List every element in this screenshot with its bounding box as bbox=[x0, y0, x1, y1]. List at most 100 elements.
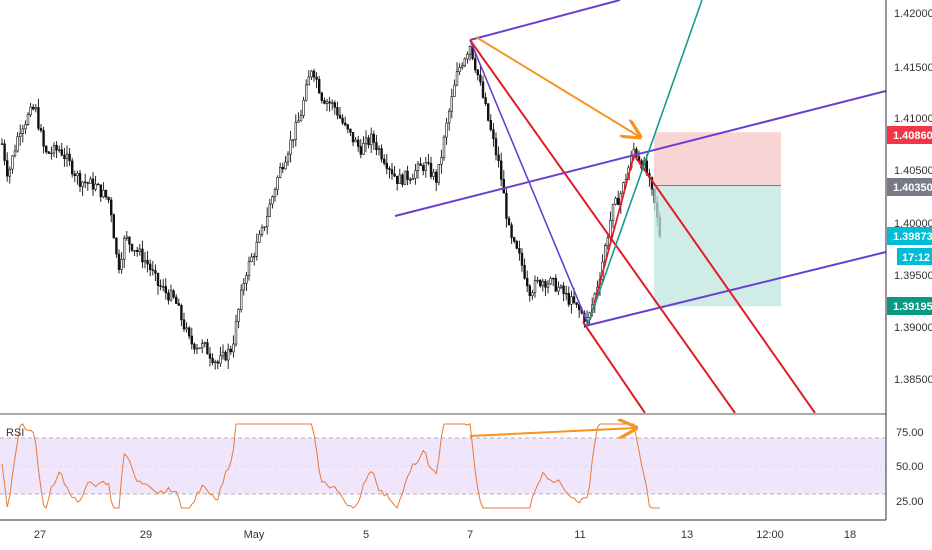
candle-body bbox=[297, 120, 300, 123]
candle-body bbox=[13, 150, 17, 157]
candle-117 bbox=[304, 79, 308, 102]
candle-151 bbox=[393, 166, 396, 178]
candle-body bbox=[55, 145, 58, 151]
candle-body bbox=[395, 175, 399, 184]
price-tick-7: 1.39000 bbox=[894, 322, 932, 334]
candle-body bbox=[567, 292, 571, 305]
candle-body bbox=[559, 285, 563, 288]
price-pane[interactable] bbox=[0, 0, 886, 413]
candle-body bbox=[89, 178, 92, 184]
rsi-pane[interactable]: RSI bbox=[0, 424, 886, 509]
rsi-axis[interactable]: 75.00 50.00 25.00 bbox=[896, 427, 924, 508]
candle-body bbox=[484, 97, 487, 105]
candle-91 bbox=[237, 308, 240, 329]
candle-body bbox=[336, 107, 339, 116]
candle-body bbox=[24, 124, 27, 130]
candle-body bbox=[315, 76, 318, 80]
candle-body bbox=[382, 158, 386, 164]
candle-body bbox=[258, 234, 261, 243]
rsi-divergence-arrow bbox=[469, 428, 636, 436]
candle-body bbox=[247, 261, 251, 277]
time-tick-6: 11 bbox=[574, 529, 585, 541]
price-badge-countdown: 17:12 bbox=[897, 248, 932, 265]
candle-24 bbox=[63, 147, 66, 167]
time-axis[interactable]: 27 29 May 5 7 11 13 12:00 18 bbox=[34, 529, 856, 541]
candle-40 bbox=[104, 189, 108, 200]
candle-3 bbox=[8, 166, 11, 184]
candle-57 bbox=[149, 259, 152, 277]
candle-body bbox=[356, 139, 360, 147]
candle-body bbox=[538, 279, 542, 287]
candle-body bbox=[354, 139, 357, 143]
candle-body bbox=[44, 145, 48, 153]
price-axis[interactable]: 1.42000 1.41500 1.41000 1.40500 1.40000 … bbox=[894, 8, 932, 386]
candle-136 bbox=[354, 136, 357, 143]
candle-42 bbox=[110, 197, 113, 223]
candle-9 bbox=[24, 120, 27, 135]
candle-199 bbox=[518, 240, 521, 261]
candle-body bbox=[130, 243, 134, 251]
candle-82 bbox=[214, 359, 217, 370]
candle-213 bbox=[554, 274, 558, 293]
candle-168 bbox=[437, 164, 440, 186]
candle-body bbox=[151, 269, 154, 271]
candle-203 bbox=[528, 284, 532, 302]
candle-body bbox=[263, 226, 266, 229]
candle-145 bbox=[377, 145, 381, 156]
pitchfork-median-line bbox=[394, 90, 886, 217]
candle-body bbox=[380, 148, 383, 160]
candle-127 bbox=[330, 99, 334, 111]
candle-33 bbox=[86, 181, 90, 191]
candle-body bbox=[164, 286, 167, 294]
candle-108 bbox=[281, 162, 284, 174]
candle-55 bbox=[143, 251, 147, 269]
candle-44 bbox=[115, 237, 118, 258]
candle-body bbox=[616, 197, 620, 206]
candle-body bbox=[156, 272, 160, 286]
candle-93 bbox=[242, 278, 245, 296]
candle-67 bbox=[175, 294, 178, 304]
candle-19 bbox=[50, 146, 53, 160]
candle-body bbox=[453, 84, 456, 97]
candle-body bbox=[177, 303, 180, 306]
candle-body bbox=[268, 203, 271, 217]
candle-body bbox=[81, 181, 84, 187]
candle-183 bbox=[476, 69, 479, 81]
candle-body bbox=[195, 347, 199, 350]
candle-56 bbox=[146, 251, 149, 273]
candle-body bbox=[341, 117, 344, 124]
candle-body bbox=[570, 296, 573, 305]
candle-8 bbox=[21, 124, 24, 143]
candle-216 bbox=[562, 281, 565, 302]
candle-body bbox=[133, 250, 136, 252]
candle-26 bbox=[68, 148, 71, 167]
candle-214 bbox=[557, 281, 560, 296]
candle-body bbox=[180, 305, 183, 321]
take-profit-zone bbox=[654, 185, 781, 307]
time-tick-3: May bbox=[244, 529, 265, 541]
candle-body bbox=[253, 255, 256, 258]
candle-194 bbox=[505, 187, 508, 228]
candle-body bbox=[351, 132, 355, 143]
candle-body bbox=[162, 286, 165, 288]
candle-body bbox=[403, 170, 407, 185]
price-tick-8: 1.38500 bbox=[894, 374, 932, 386]
candle-body bbox=[37, 107, 40, 129]
candle-137 bbox=[356, 135, 360, 152]
candle-76 bbox=[198, 347, 201, 349]
candle-body bbox=[611, 203, 615, 221]
candle-236 bbox=[614, 196, 617, 206]
candle-116 bbox=[302, 96, 305, 119]
candle-body bbox=[201, 343, 204, 349]
candle-body bbox=[554, 277, 558, 292]
candle-18 bbox=[47, 150, 51, 154]
candle-75 bbox=[195, 344, 199, 354]
candle-68 bbox=[177, 298, 180, 306]
candle-155 bbox=[403, 170, 407, 185]
time-tick-8: 12:00 bbox=[756, 529, 784, 541]
candle-212 bbox=[551, 277, 555, 287]
candle-body bbox=[460, 65, 464, 68]
price-badge-stop-text: 1.40860 bbox=[893, 130, 932, 142]
